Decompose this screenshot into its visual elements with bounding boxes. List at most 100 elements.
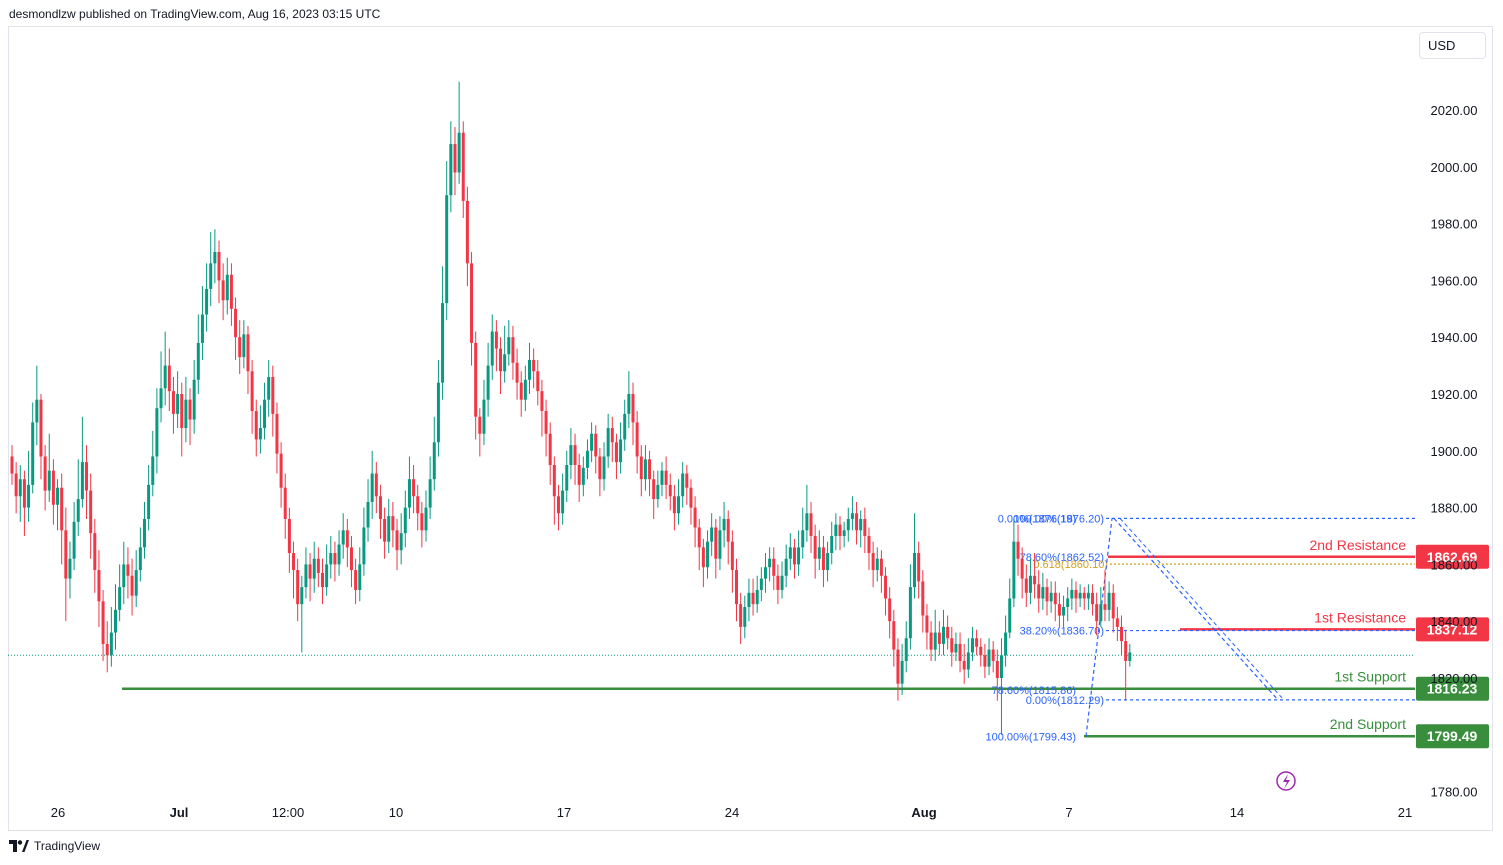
candle-body: [354, 570, 358, 590]
time-axis[interactable]: 26 Jul 12:00 10 17 24 Aug 7 14 21: [51, 805, 1412, 820]
candle-body: [316, 558, 320, 573]
candle-body: [234, 308, 238, 338]
candle-body: [1091, 592, 1095, 605]
footer-brand[interactable]: TradingView: [9, 839, 100, 853]
candle-body: [283, 487, 287, 519]
candle-body: [1053, 592, 1057, 605]
candle-body: [486, 365, 490, 400]
candle-body: [1037, 584, 1041, 599]
chart-frame: [8, 26, 1493, 831]
level-name-2: 1st Support: [1334, 669, 1406, 685]
x-tick-8: 14: [1230, 805, 1244, 820]
candle-body: [209, 263, 213, 289]
candle-body: [648, 459, 652, 480]
candle-body: [681, 473, 685, 497]
candle-body: [225, 274, 229, 301]
candle-body: [917, 553, 921, 582]
fib-up-label-2: 38.20%(1836.70): [1020, 626, 1104, 638]
level-badge-0: [1416, 544, 1489, 569]
price-axis[interactable]: 2020.00 2000.00 1980.00 1960.00 1940.00 1920.…: [1431, 103, 1478, 800]
candle-body: [246, 334, 250, 372]
candle-body: [672, 496, 676, 514]
candle-body: [14, 473, 18, 497]
candle-body: [606, 428, 610, 457]
candle-body: [321, 572, 324, 588]
candle-body: [643, 459, 647, 480]
candle-body: [826, 553, 830, 571]
candle-body: [349, 547, 353, 571]
fib-down-label-0: 0.00%(1876.19): [998, 513, 1076, 525]
candle-body: [64, 530, 68, 579]
footer-brand-label: TradingView: [34, 839, 101, 853]
candle-body: [387, 516, 391, 542]
candle-body: [962, 660, 966, 670]
candle-body: [254, 411, 258, 440]
candle-body: [122, 564, 126, 588]
x-tick-3: 10: [389, 805, 403, 820]
candle-body: [441, 303, 445, 383]
lightning-icon[interactable]: [1276, 771, 1296, 791]
candle-body: [821, 547, 825, 571]
candle-body: [72, 521, 76, 559]
candle-body: [337, 544, 341, 565]
candle-body: [18, 479, 22, 497]
candle-body: [1070, 589, 1074, 599]
candle-body: [1128, 652, 1132, 661]
tradingview-logo-icon: [9, 840, 29, 852]
candle-body: [188, 399, 192, 420]
y-tick-5: 1920.00: [1431, 387, 1478, 402]
candle-body: [706, 541, 710, 568]
candle-body: [519, 382, 523, 400]
candle-body: [238, 337, 242, 358]
golden-ratio-label: 0.618(1860.10): [1033, 559, 1108, 571]
candle-body: [341, 530, 345, 545]
fib-trend-up: [1085, 518, 1113, 737]
candle-body: [879, 558, 883, 576]
currency-selector[interactable]: USD: [1419, 32, 1486, 59]
candle-body: [221, 280, 225, 301]
candle-body: [652, 479, 656, 500]
candle-body: [788, 547, 792, 559]
candle-body: [312, 558, 316, 579]
fib-up-label-1: 78.60%(1862.52): [1020, 552, 1104, 564]
candle-body: [22, 479, 26, 508]
candle-body: [991, 649, 995, 661]
candle-body: [1103, 604, 1107, 610]
candle-body: [863, 518, 867, 536]
x-tick-4: 17: [557, 805, 571, 820]
level-labels: 2nd Resistance 1862.69 1st Resistance 1837.…: [1309, 537, 1489, 749]
candle-body: [192, 379, 196, 420]
candle-body: [780, 575, 784, 590]
candle-body: [378, 496, 382, 519]
candle-body: [937, 632, 941, 644]
candle-body: [142, 518, 146, 548]
candle-body: [718, 530, 722, 559]
candle-body: [118, 587, 122, 610]
level-name-0: 2nd Resistance: [1309, 537, 1406, 553]
candle-body: [544, 411, 548, 434]
candle-body: [271, 376, 275, 414]
candle-body: [1024, 578, 1028, 593]
level-badge-label-1: 1837.12: [1427, 621, 1478, 637]
candle-body: [768, 558, 772, 568]
candle-body: [892, 621, 896, 650]
candle-body: [1086, 592, 1090, 599]
x-tick-2: 12:00: [272, 805, 305, 820]
candle-body: [474, 342, 478, 417]
candle-body: [950, 638, 954, 653]
candle-body: [635, 422, 639, 457]
candle-body: [412, 479, 416, 497]
candle-body: [85, 462, 89, 491]
candle-body: [585, 450, 589, 468]
candle-body: [631, 394, 635, 423]
candle-body: [1066, 598, 1070, 607]
candle-body: [1111, 592, 1115, 619]
candle-body: [114, 609, 117, 633]
candle-body: [1045, 587, 1049, 602]
publisher-header: desmondlzw published on TradingView.com,…: [9, 7, 381, 21]
candle-body: [528, 359, 531, 380]
candle-body: [623, 413, 627, 440]
candle-body: [263, 399, 267, 429]
candle-body: [126, 564, 130, 576]
